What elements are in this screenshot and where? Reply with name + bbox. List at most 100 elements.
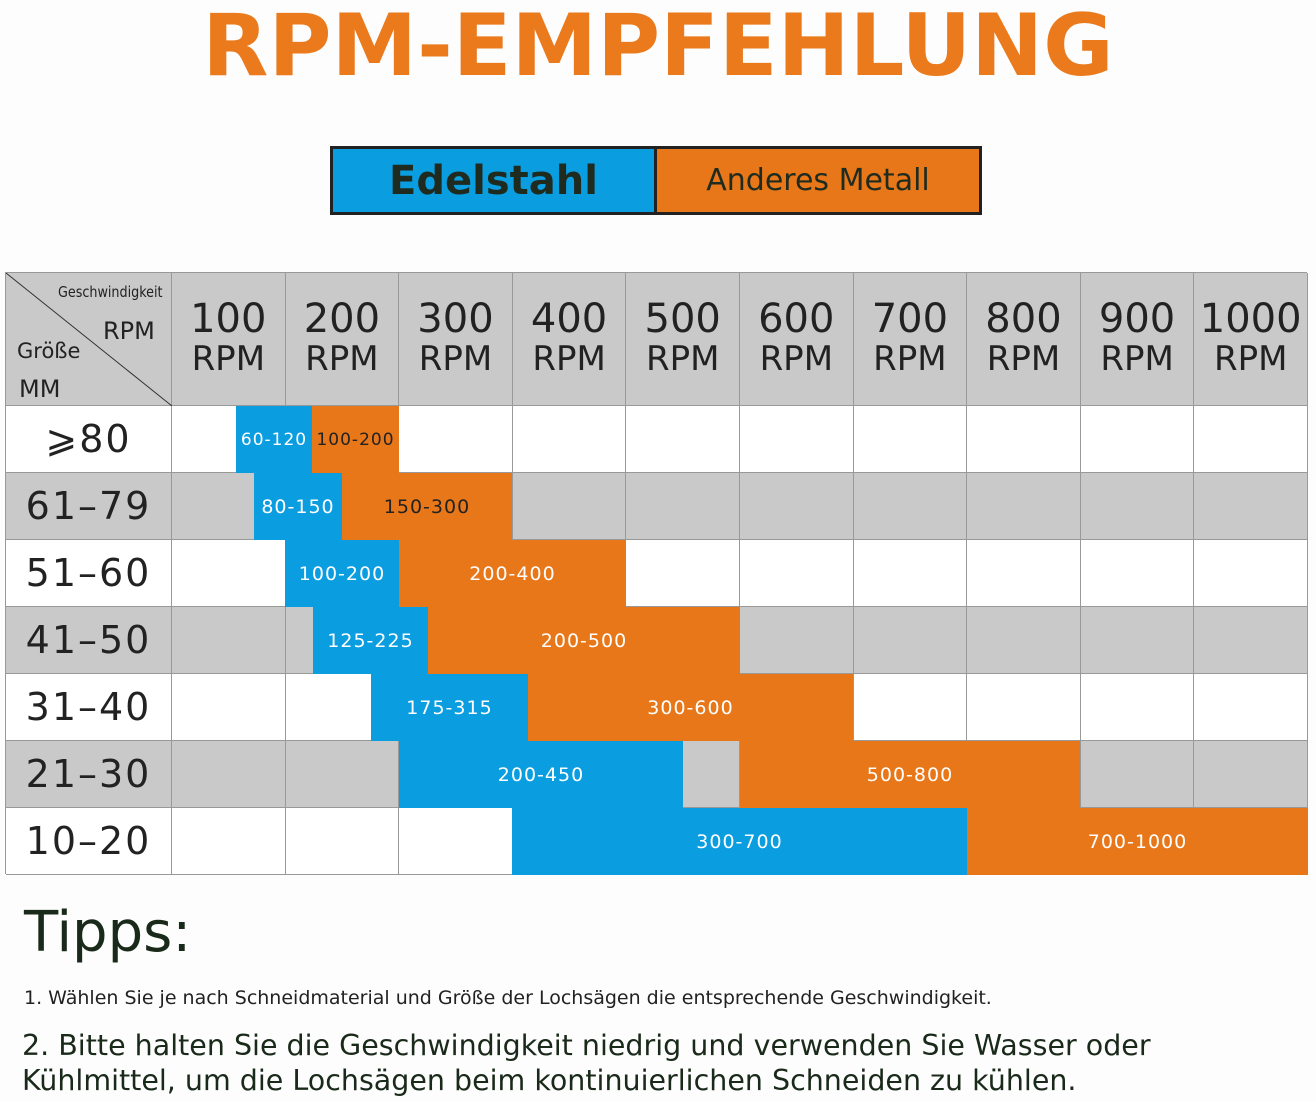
cell <box>512 406 627 473</box>
cell <box>1080 406 1195 473</box>
column-header-text: 700 <box>871 296 949 342</box>
cell <box>740 406 854 473</box>
bar-stainless: 80-150 <box>254 473 342 540</box>
cell <box>172 540 286 607</box>
cell <box>172 741 286 808</box>
column-header: 400 RPM <box>512 273 627 406</box>
column-header-text: 300 <box>417 296 494 342</box>
cell <box>626 406 740 473</box>
column-header-text: 1000 <box>1199 296 1302 342</box>
cell <box>285 808 400 875</box>
tip: 1. Wählen Sie je nach Schneidmaterial un… <box>24 987 992 1009</box>
cell <box>853 540 968 607</box>
cell <box>1194 741 1308 808</box>
row-size: 10–20 <box>6 808 172 875</box>
row-size: 21–30 <box>6 741 172 808</box>
bar-other: 200-500 <box>428 607 740 674</box>
tips-heading: Tipps: <box>24 900 192 965</box>
cell <box>285 741 400 808</box>
cell <box>1080 607 1195 674</box>
column-header-text: RPM <box>1100 339 1174 379</box>
column-header-text: RPM <box>986 339 1061 379</box>
column-header: 500 RPM <box>626 273 740 406</box>
legend-stainless: Edelstahl <box>330 146 657 215</box>
column-header: 700 RPM <box>853 273 968 406</box>
diagonal <box>6 273 172 406</box>
bar-other: 150-300 <box>342 473 512 540</box>
cell <box>399 808 513 875</box>
rpm-table: Geschwindigkeit RPM Größe MM 100 RPM 200 RPM 300… <box>5 272 1308 875</box>
cell <box>1080 540 1195 607</box>
cell <box>853 406 968 473</box>
cell <box>740 540 854 607</box>
column-header-text: RPM <box>873 339 947 379</box>
column-header-text: 500 <box>644 296 721 342</box>
cell <box>1194 674 1308 741</box>
title: RPM-EMPFEHLUNG <box>202 0 1114 96</box>
column-header-text: 200 <box>303 296 381 342</box>
cell <box>1194 607 1308 674</box>
column-header: 900 RPM <box>1080 273 1195 406</box>
corner-size: Größe <box>17 339 81 363</box>
column-header-text: RPM <box>305 339 379 379</box>
bar-other: 500-800 <box>740 741 1080 808</box>
row-size: ⩾80 <box>6 406 172 473</box>
column-header-text: 100 <box>190 296 267 342</box>
cell <box>967 406 1081 473</box>
legend-other: Anderes Metall <box>654 146 982 215</box>
cell <box>172 607 286 674</box>
cell <box>512 473 627 540</box>
bar-stainless: 100-200 <box>285 540 399 607</box>
cell <box>1080 741 1195 808</box>
cell <box>853 607 968 674</box>
column-header: 600 RPM <box>740 273 854 406</box>
row-size: 41–50 <box>6 607 172 674</box>
cell <box>853 473 968 540</box>
column-header-text: RPM <box>418 339 493 379</box>
cell <box>1080 674 1195 741</box>
cell <box>172 674 286 741</box>
bar-other: 200-400 <box>399 540 626 607</box>
column-header: 1000 RPM <box>1194 273 1308 406</box>
cell <box>967 540 1081 607</box>
bar-other: 300-600 <box>528 674 853 741</box>
cell <box>967 473 1081 540</box>
cell <box>853 674 968 741</box>
column-header-text: 400 <box>530 296 608 342</box>
cell <box>1194 540 1308 607</box>
corner-rpm: RPM <box>103 317 155 345</box>
column-header-text: RPM <box>191 339 266 379</box>
cell <box>740 473 854 540</box>
cell <box>967 674 1081 741</box>
row-size: 31–40 <box>6 674 172 741</box>
column-header-text: RPM <box>532 339 606 379</box>
column-header-text: 600 <box>758 296 835 342</box>
header-bg <box>6 273 1308 406</box>
bar-other: 100-200 <box>312 406 399 473</box>
column-header-text: RPM <box>759 339 834 379</box>
bar-stainless: 300-700 <box>512 808 967 875</box>
cell <box>740 607 854 674</box>
bar-stainless: 60-120 <box>236 406 312 473</box>
column-header: 300 RPM <box>399 273 513 406</box>
tip: 2. Bitte halten Sie die Geschwindigkeit … <box>22 1029 1151 1097</box>
bar-stainless: 200-450 <box>399 741 683 808</box>
column-header-text: 800 <box>985 296 1062 342</box>
cell <box>399 406 513 473</box>
row-size: 61–79 <box>6 473 172 540</box>
cell <box>1194 406 1308 473</box>
cell <box>1080 473 1195 540</box>
column-header: 200 RPM <box>285 273 400 406</box>
column-header-text: RPM <box>1213 339 1288 379</box>
cell <box>626 540 740 607</box>
bar-stainless: 175-315 <box>371 674 528 741</box>
corner-speed: Geschwindigkeit <box>58 283 163 301</box>
cell <box>967 607 1081 674</box>
column-header-text: RPM <box>645 339 720 379</box>
column-header: 100 RPM <box>172 273 286 406</box>
bar-stainless: 125-225 <box>313 607 428 674</box>
cell <box>626 473 740 540</box>
cell <box>172 808 286 875</box>
bar-other: 700-1000 <box>967 808 1308 875</box>
